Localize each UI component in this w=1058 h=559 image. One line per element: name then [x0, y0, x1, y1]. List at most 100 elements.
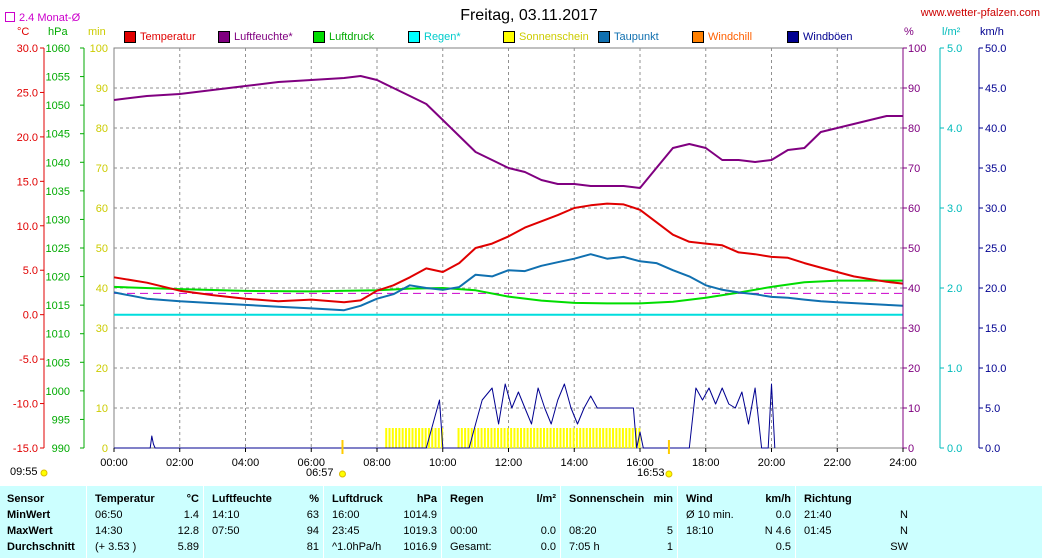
table-cell-value: 0.0 [775, 509, 791, 521]
sunshine-bar [638, 428, 641, 448]
legend-swatch [218, 31, 230, 43]
tick-label-celsius: -10.0 [13, 399, 38, 411]
unit-kmh: km/h [980, 26, 1004, 38]
monthly-average-swatch [5, 12, 15, 22]
tick-label-hpa: 1000 [46, 386, 70, 398]
table-cell-value: 5.89 [177, 541, 199, 553]
sunshine-bar [496, 428, 499, 448]
sunshine-bar [523, 428, 526, 448]
sunshine-bar [628, 428, 631, 448]
sunshine-bar [434, 428, 437, 448]
table-header-unit: % [309, 493, 319, 505]
legend-swatch [124, 31, 136, 43]
legend-item: Luftdruck [313, 31, 374, 43]
table-cell-value: N [900, 525, 908, 537]
legend-label: Sonnenschein [519, 31, 589, 43]
tick-label-celsius: 5.0 [23, 265, 38, 277]
sunshine-bar [552, 428, 555, 448]
tick-label-rain: 2.0 [947, 283, 962, 295]
legend-item: Luftfeuchte* [218, 31, 293, 43]
legend-swatch [313, 31, 325, 43]
sunshine-bar [473, 428, 476, 448]
sunshine-bar [566, 428, 569, 448]
tick-label-time: 24:00 [889, 457, 917, 469]
table-header-unit: km/h [765, 493, 791, 505]
tick-label-hpa: 995 [52, 414, 70, 426]
table-header: Wind [686, 493, 713, 505]
unit-celsius: °C [17, 26, 30, 38]
sunshine-bar [533, 428, 536, 448]
tick-label-min: 0 [102, 443, 108, 455]
tick-label-time: 02:00 [166, 457, 194, 469]
table-cell-time: 01:45 [804, 525, 832, 537]
sun-marker-dot [338, 470, 346, 478]
tick-label-percent: 10 [908, 403, 920, 415]
table-row-label: MinWert [7, 509, 51, 521]
table-cell-time: 23:45 [332, 525, 360, 537]
tick-label-hpa: 990 [52, 443, 70, 455]
tick-label-hpa: 1030 [46, 214, 70, 226]
chart-lines [113, 75, 904, 449]
tick-label-rain: 3.0 [947, 203, 962, 215]
tick-label-percent: 80 [908, 123, 920, 135]
table-cell-time: Gesamt: [450, 541, 492, 553]
sunshine-bar [618, 428, 621, 448]
tick-label-time: 00:00 [100, 457, 128, 469]
sunshine-bar [605, 428, 608, 448]
legend-label: Luftdruck [329, 31, 375, 43]
tick-label-percent: 90 [908, 83, 920, 95]
legend-item: Sonnenschein [503, 31, 589, 43]
legend-item: Windböen [787, 31, 853, 43]
sunshine-bar [464, 428, 467, 448]
table-cell-time: 7:05 h [569, 541, 600, 553]
table-header: Luftdruck [332, 493, 383, 505]
sunshine-bar [385, 428, 388, 448]
table-cell-time: 00:00 [450, 525, 478, 537]
tick-label-percent: 20 [908, 363, 920, 375]
tick-label-kmh: 30.0 [985, 203, 1006, 215]
sunshine-bar [575, 428, 578, 448]
table-header-unit: min [653, 493, 673, 505]
tick-label-percent: 70 [908, 163, 920, 175]
tick-label-time: 22:00 [823, 457, 851, 469]
sunshine-bar [585, 428, 588, 448]
sunshine-bar [460, 428, 463, 448]
table-cell-time: 16:00 [332, 509, 360, 521]
sunshine-bar [520, 428, 523, 448]
table-cell-value: 1019.3 [403, 525, 437, 537]
tick-label-hpa: 1035 [46, 186, 70, 198]
tick-label-min: 10 [96, 403, 108, 415]
sunshine-bar [391, 428, 394, 448]
legend-label: Windchill [708, 31, 753, 43]
sunshine-bar [457, 428, 460, 448]
tick-label-kmh: 0.0 [985, 443, 1000, 455]
legend-swatch [408, 31, 420, 43]
sunshine-bar [493, 428, 496, 448]
sunshine-bar [608, 428, 611, 448]
tick-label-min: 60 [96, 203, 108, 215]
legend-swatch [787, 31, 799, 43]
tick-label-kmh: 45.0 [985, 83, 1006, 95]
sunshine-bar [414, 428, 417, 448]
table-cell-value: 81 [306, 541, 319, 553]
tick-label-time: 12:00 [495, 457, 523, 469]
tick-label-kmh: 25.0 [985, 243, 1006, 255]
table-cell-value: 1014.9 [403, 509, 437, 521]
tick-label-min: 80 [96, 123, 108, 135]
tick-label-percent: 50 [908, 243, 920, 255]
tick-label-min: 40 [96, 283, 108, 295]
table-cell-value: 0.5 [775, 541, 791, 553]
tick-label-time: 06:00 [297, 457, 325, 469]
legend-label: Taupunkt [614, 31, 659, 43]
tick-label-kmh: 5.0 [985, 403, 1000, 415]
table-separator [677, 486, 678, 558]
sunshine-bar [529, 428, 532, 448]
sunshine-bar [480, 428, 483, 448]
sunshine-bar [631, 428, 634, 448]
tick-label-kmh: 20.0 [985, 283, 1006, 295]
tick-label-time: 10:00 [429, 457, 457, 469]
tick-label-kmh: 50.0 [985, 43, 1006, 55]
sunshine-bar [516, 428, 519, 448]
site-link[interactable]: www.wetter-pfalzen.com [920, 7, 1040, 19]
table-header: Luftfeuchte [212, 493, 272, 505]
